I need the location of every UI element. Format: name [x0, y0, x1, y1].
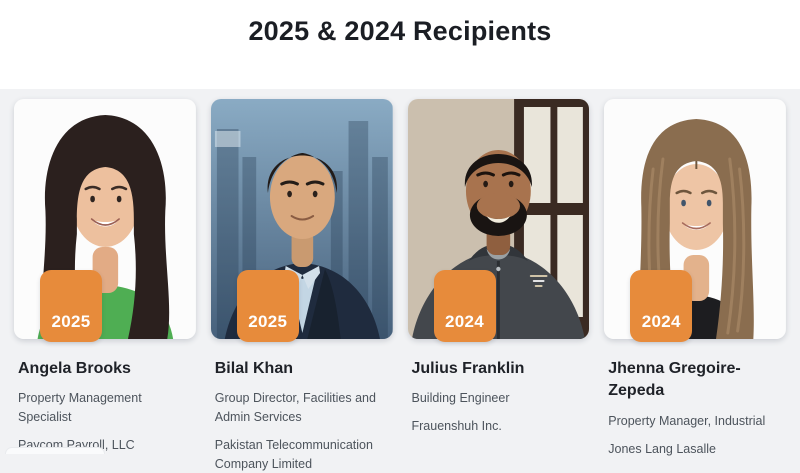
recipient-name: Angela Brooks — [18, 360, 131, 377]
recipient-company: Pakistan Telecommunication Company Limit… — [214, 437, 373, 471]
recipient-name: Bilal Khan — [214, 360, 293, 377]
year-badge: 2024 — [433, 270, 496, 342]
year-label: 2025 — [248, 312, 288, 331]
recipient-card-angela-brooks: 2025 Angela Brooks Property Management S… — [14, 99, 196, 473]
recipient-photo: 2024 — [604, 99, 786, 342]
recipient-company: Jones Lang Lasalle — [608, 441, 716, 456]
year-label: 2024 — [641, 312, 681, 331]
recipient-title: Property Management Specialist — [18, 391, 142, 425]
recipient-card-jhenna-gregoire-zepeda: 2024 Jhenna Gregoire- Zepeda Property Ma… — [604, 99, 786, 473]
recipient-card-julius-franklin: 2024 Julius Franklin Building Engineer F… — [407, 99, 590, 473]
recipient-title: Group Director, Facilities and Admin Ser… — [214, 391, 376, 425]
year-badge: 2025 — [40, 270, 102, 342]
recipient-photo: 2025 — [210, 99, 393, 342]
recipient-photo: 2024 — [407, 99, 590, 342]
recipient-title: Building Engineer — [411, 391, 510, 406]
recipient-name: Jhenna Gregoire- Zepeda — [608, 360, 741, 400]
next-section-peek — [5, 447, 105, 454]
recipient-name: Julius Franklin — [411, 360, 525, 377]
recipients-grid: 2025 Angela Brooks Property Management S… — [0, 89, 800, 473]
year-label: 2025 — [51, 312, 91, 331]
recipient-title: Property Manager, Industrial — [608, 413, 766, 428]
recipient-card-bilal-khan: 2025 Bilal Khan Group Director, Faciliti… — [210, 99, 393, 473]
recipient-company: Frauenshuh Inc. — [411, 419, 502, 434]
year-badge: 2025 — [236, 270, 299, 342]
year-label: 2024 — [444, 312, 485, 331]
year-badge: 2024 — [630, 270, 693, 342]
page-header: 2025 & 2024 Recipients — [0, 0, 800, 89]
page-title: 2025 & 2024 Recipients — [248, 16, 552, 46]
recipient-photo: 2025 — [14, 99, 196, 342]
